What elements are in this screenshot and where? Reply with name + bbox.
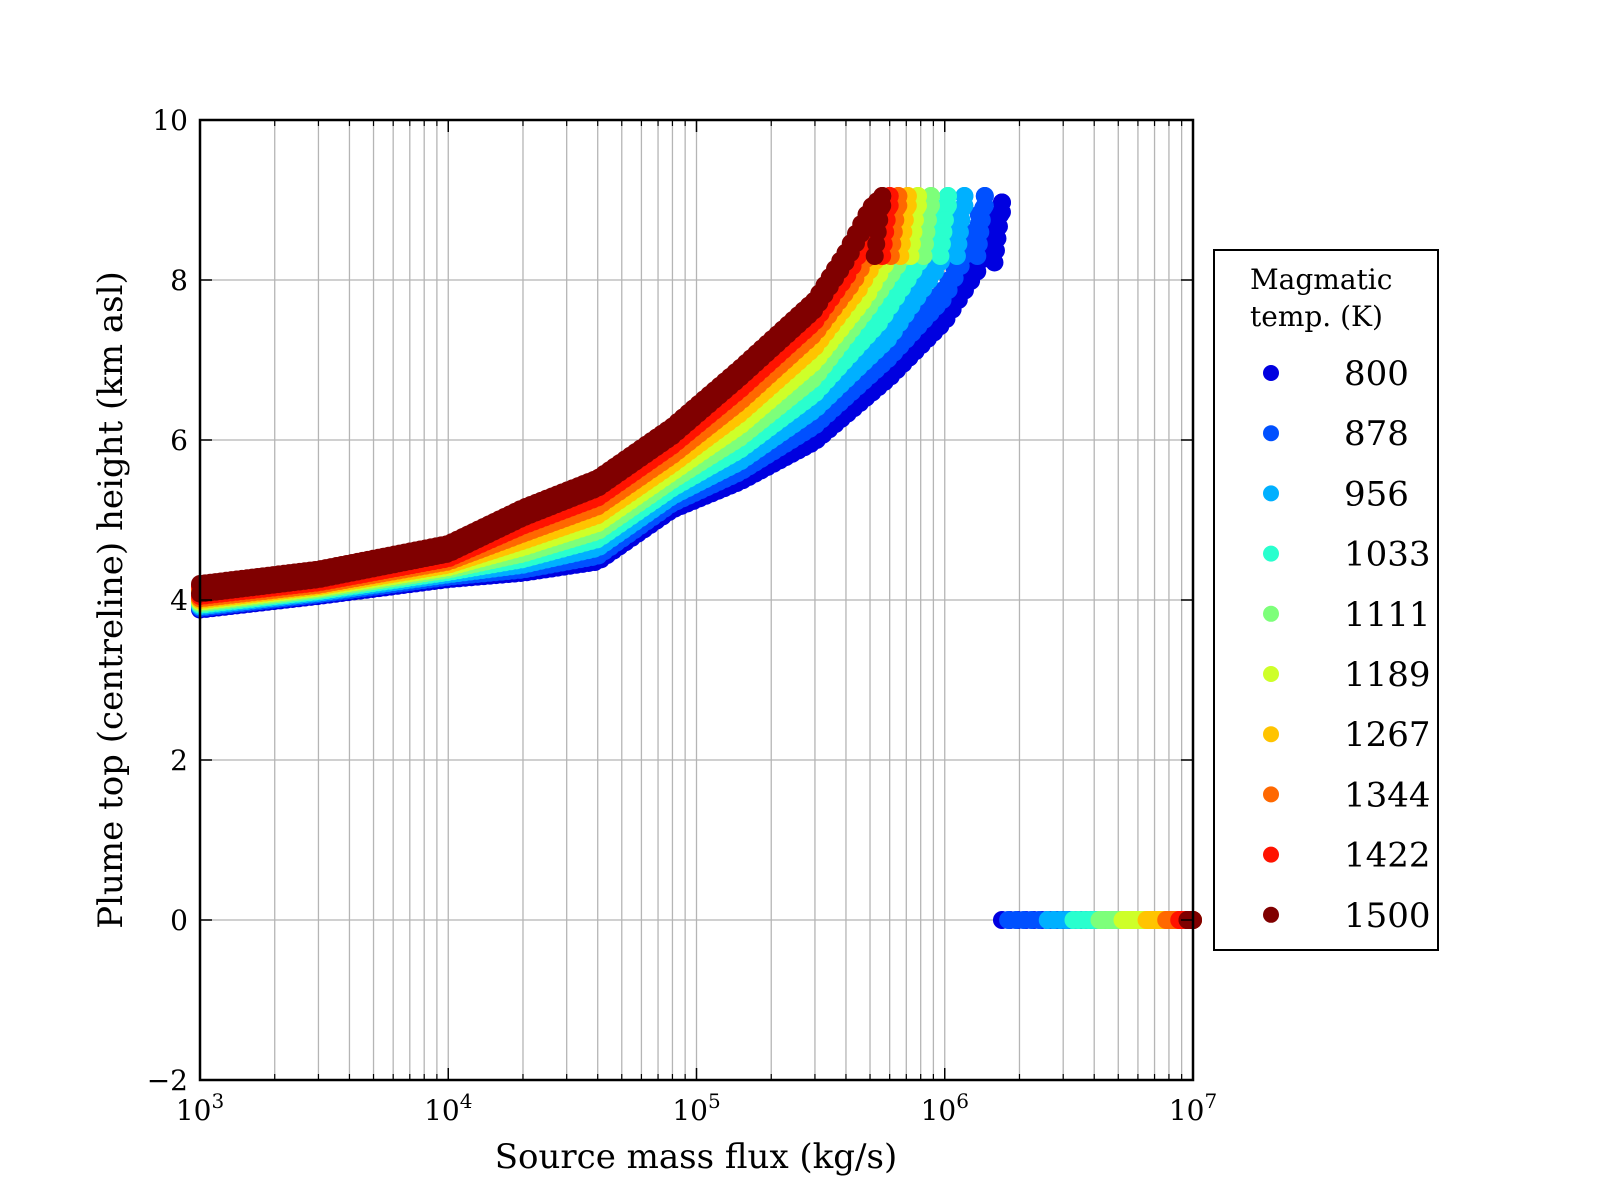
- legend-marker-1500: [1263, 906, 1279, 923]
- y-axis-title: Plume top (centreline) height (km asl): [91, 271, 131, 929]
- legend-label-1500: 1500: [1344, 896, 1431, 936]
- y-tick-label: 0: [170, 904, 188, 937]
- data-point: [947, 247, 966, 265]
- legend-marker-878: [1263, 425, 1279, 442]
- legend-label-878: 878: [1344, 414, 1409, 454]
- legend-marker-1422: [1263, 846, 1279, 863]
- legend-title-line-2: temp. (K): [1250, 300, 1383, 333]
- x-tick-label: 105: [672, 1089, 720, 1127]
- legend-label-1344: 1344: [1344, 775, 1431, 815]
- legend-label-1033: 1033: [1344, 535, 1431, 575]
- x-axis-title: Source mass flux (kg/s): [495, 1137, 897, 1177]
- legend: Magmatic temp. (K) 800 878 956 1033 1111 1189…: [1213, 249, 1439, 951]
- legend-box: [1213, 249, 1439, 951]
- y-tick-label: 6: [170, 424, 188, 457]
- x-tick-label: 106: [921, 1089, 969, 1127]
- x-tick-label: 107: [1169, 1089, 1217, 1127]
- legend-label-1189: 1189: [1344, 655, 1431, 695]
- y-tick-label: 4: [170, 584, 188, 617]
- data-point: [931, 247, 950, 265]
- legend-items: 800 878 956 1033 1111 1189 1267 1344 1422 1500: [1263, 354, 1431, 936]
- y-tick-label: −2: [147, 1064, 188, 1097]
- y-tick-label: 10: [152, 104, 188, 137]
- legend-marker-1033: [1263, 545, 1279, 562]
- grid-lines: [200, 120, 1193, 1080]
- data-point: [914, 247, 933, 265]
- x-tick-label: 104: [424, 1089, 472, 1127]
- legend-marker-1267: [1263, 726, 1279, 743]
- axis-ticks: 103 104 105 106 107 −2 0 2 4 6 8 10: [147, 104, 1217, 1127]
- legend-label-1267: 1267: [1344, 715, 1431, 755]
- legend-marker-956: [1263, 485, 1279, 502]
- data-points: [191, 187, 1202, 929]
- y-tick-label: 8: [170, 264, 188, 297]
- legend-marker-1189: [1263, 666, 1279, 682]
- legend-marker-1344: [1263, 786, 1279, 803]
- x-tick-label: 103: [176, 1089, 224, 1127]
- legend-label-956: 956: [1344, 474, 1409, 514]
- data-point: [985, 253, 1004, 272]
- legend-title-line-1: Magmatic: [1250, 263, 1392, 296]
- legend-label-1111: 1111: [1344, 595, 1431, 635]
- data-point: [865, 247, 884, 265]
- legend-marker-1111: [1263, 605, 1279, 622]
- legend-marker-800: [1263, 365, 1279, 381]
- series-1500: [191, 187, 892, 603]
- legend-label-1422: 1422: [1344, 836, 1431, 876]
- y-tick-label: 2: [170, 744, 188, 777]
- data-point: [968, 247, 987, 265]
- legend-label-800: 800: [1344, 354, 1409, 394]
